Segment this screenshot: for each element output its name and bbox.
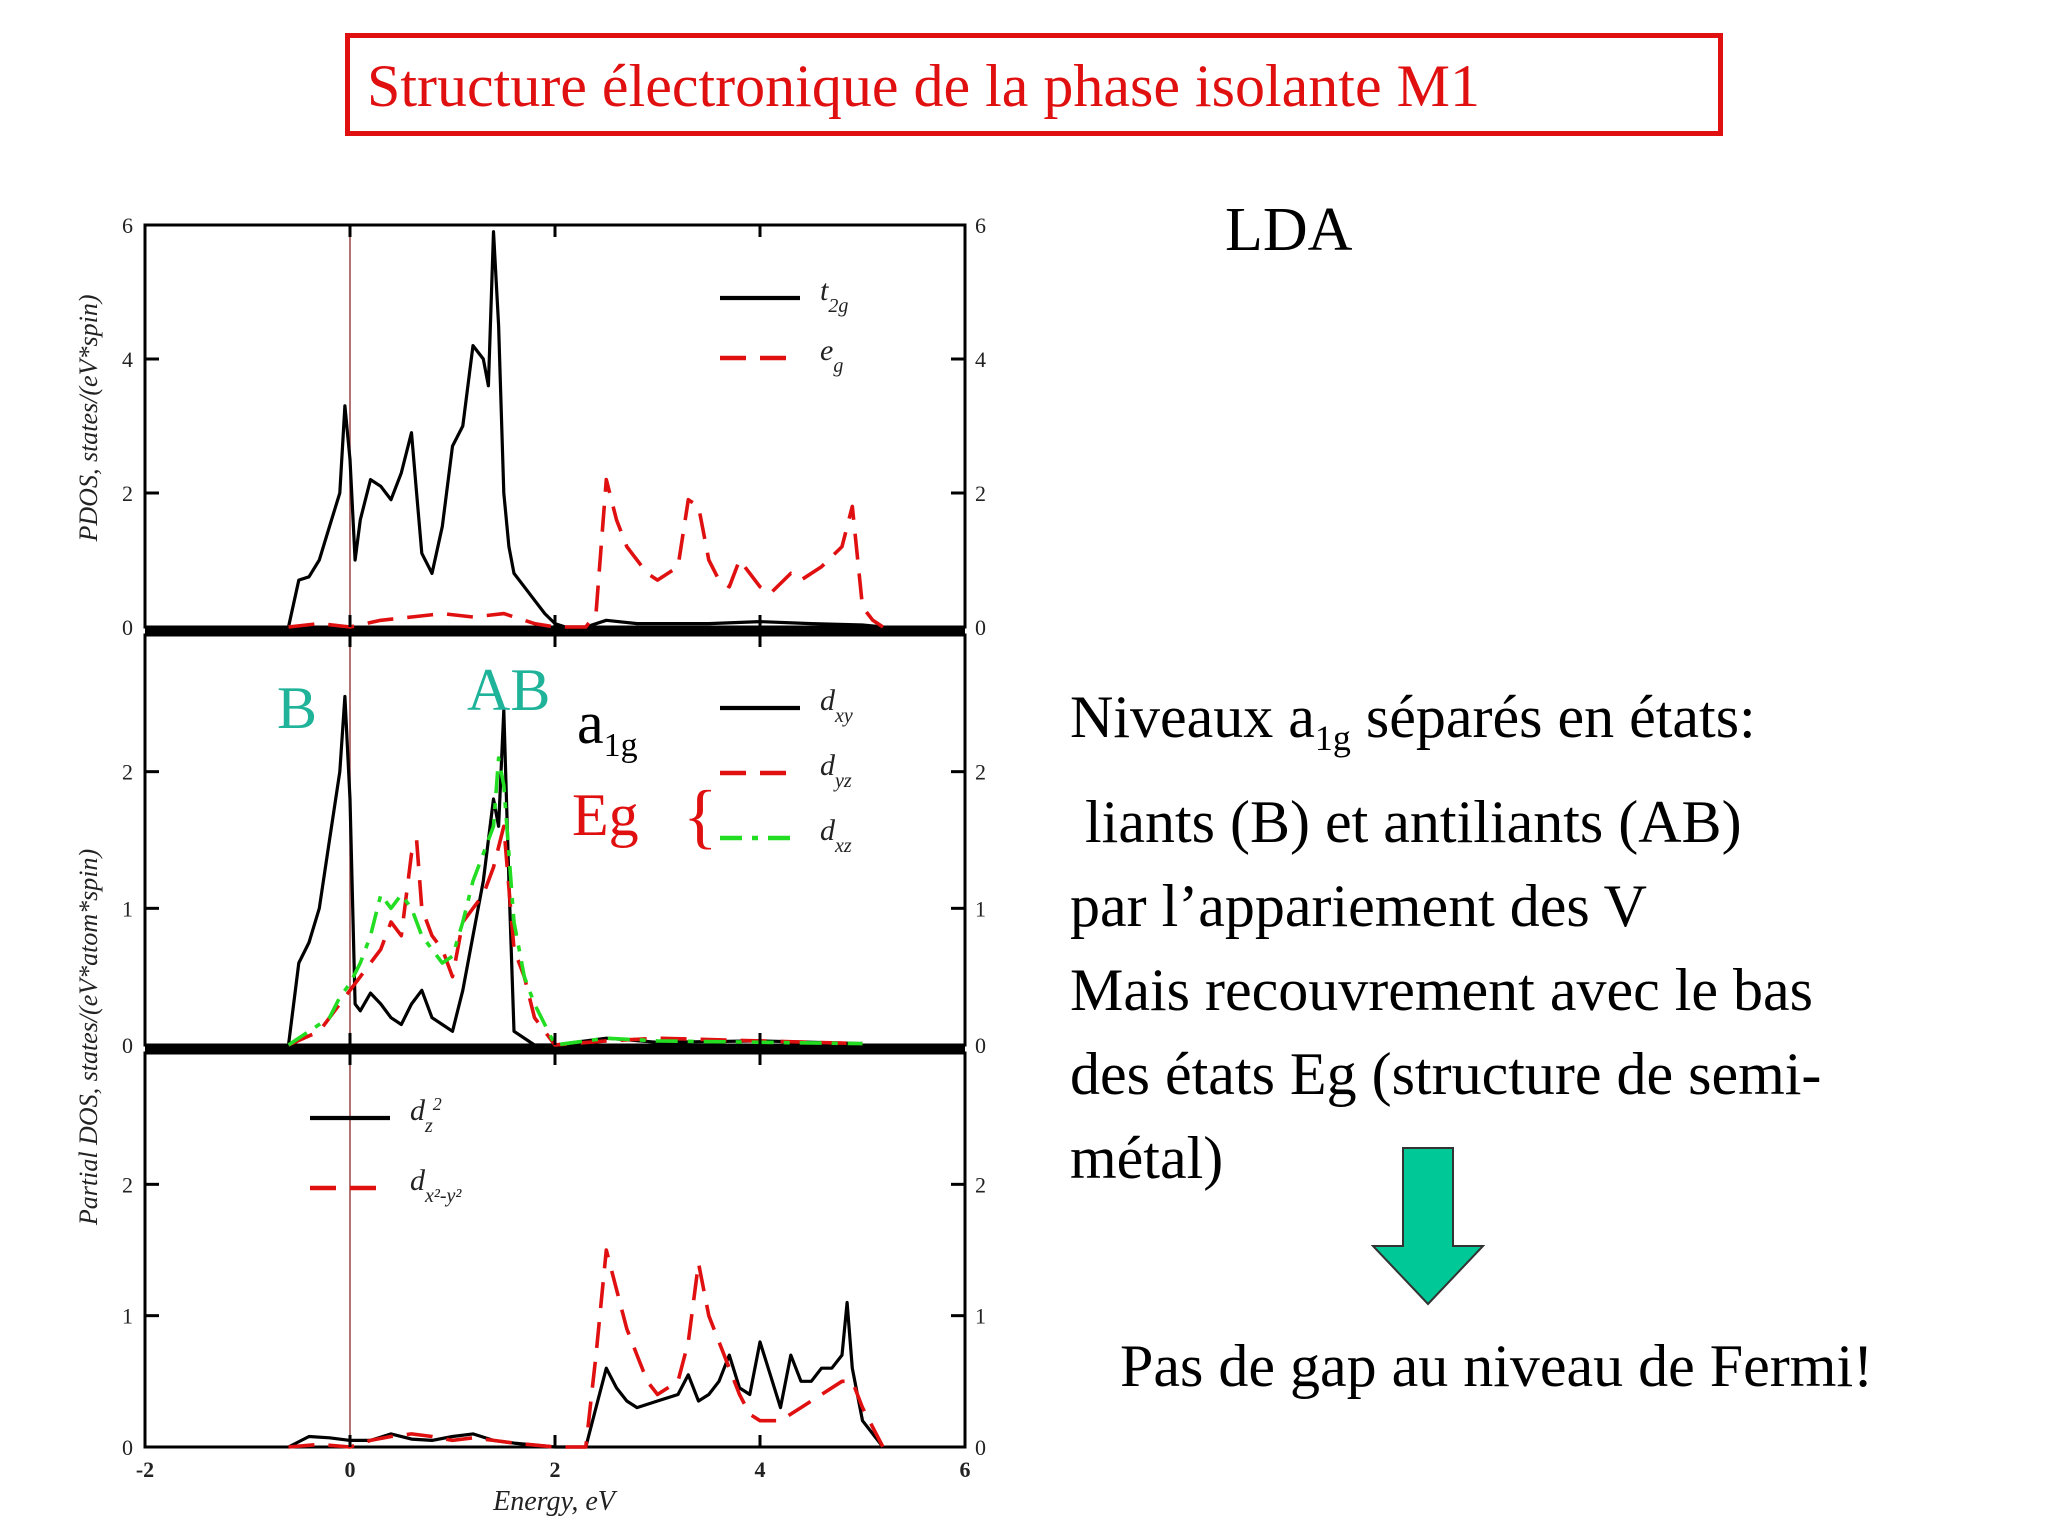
- desc-line-1: Niveaux a1g séparés en états:: [1070, 675, 1821, 780]
- y-tick-label-right: 6: [975, 213, 986, 238]
- legend-label-dyz: dyz: [820, 749, 852, 792]
- y-tick-label: 0: [122, 1033, 133, 1058]
- y-tick-label: 2: [122, 760, 133, 785]
- x-tick-label: 0: [345, 1457, 356, 1482]
- legend-label-dxy: dxy: [820, 684, 853, 727]
- y-tick-label-right: 1: [975, 1304, 986, 1329]
- legend-label-t2g: t2g: [820, 274, 848, 317]
- slide-title: Structure électronique de la phase isola…: [367, 53, 1480, 119]
- series-line-dz2: [287, 1300, 885, 1449]
- x-axis-label: Energy, eV: [492, 1486, 618, 1517]
- desc-line-3: par l’appariement des V: [1070, 873, 1648, 939]
- series-line-eg: [288, 477, 884, 629]
- desc-line-1-post: séparés en états:: [1350, 684, 1756, 750]
- y-tick-label-right: 2: [975, 1172, 986, 1197]
- antibonding-label: AB: [467, 657, 551, 723]
- description-text: Niveaux a1g séparés en états: liants (B)…: [1070, 675, 1821, 1200]
- panel-frame-bottom: [143, 1051, 967, 1449]
- y-tick-label-right: 0: [975, 615, 986, 640]
- legend-label-dx2-y2: dx²-y²: [410, 1164, 462, 1207]
- y-tick-label-right: 1: [975, 896, 986, 921]
- y-tick-label-right: 4: [975, 347, 986, 372]
- conclusion-text: Pas de gap au niveau de Fermi!: [1120, 1333, 1874, 1399]
- desc-line-2: liants (B) et antiliants (AB): [1070, 789, 1742, 855]
- y-axis-label-partial: Partial DOS, states/(eV*atom*spin): [74, 849, 103, 1226]
- x-tick-label: -2: [136, 1457, 154, 1482]
- x-tick-label: 4: [755, 1457, 766, 1482]
- series-line-dxy: [286, 694, 863, 1047]
- a1g-main: a: [577, 690, 604, 756]
- desc-line-6: métal): [1070, 1125, 1224, 1191]
- y-tick-label: 6: [122, 213, 133, 238]
- legend-label-dxz: dxz: [820, 814, 852, 857]
- method-label: LDA: [1225, 196, 1353, 264]
- x-tick-label: 2: [550, 1457, 561, 1482]
- y-tick-label-right: 0: [975, 1033, 986, 1058]
- y-tick-label-right: 2: [975, 760, 986, 785]
- y-tick-label: 4: [122, 347, 133, 372]
- eg-brace: {: [683, 776, 718, 856]
- y-tick-label: 2: [122, 1172, 133, 1197]
- desc-line-1-pre: Niveaux a: [1070, 684, 1315, 750]
- desc-line-1-sub: 1g: [1314, 718, 1351, 758]
- series-line-t2g: [286, 230, 884, 629]
- down-arrow-icon: [1370, 1147, 1486, 1306]
- desc-line-4: Mais recouvrement avec le bas: [1070, 957, 1813, 1023]
- panel-frame-top: [143, 223, 967, 629]
- series-line-dxz: [287, 756, 863, 1047]
- y-tick-label: 0: [122, 1435, 133, 1460]
- y-axis-label-top: PDOS, states/(eV*spin): [74, 295, 103, 543]
- y-tick-label: 1: [122, 896, 133, 921]
- legend-label-eg: eg: [820, 334, 843, 377]
- y-tick-label: 1: [122, 1304, 133, 1329]
- y-tick-label-right: 0: [975, 1435, 986, 1460]
- y-tick-label-right: 2: [975, 481, 986, 506]
- eg-label: Eg: [572, 782, 639, 848]
- x-tick-label: 6: [960, 1457, 971, 1482]
- desc-line-5: des états Eg (structure de semi-: [1070, 1041, 1822, 1107]
- a1g-label: a1g: [577, 693, 638, 763]
- series-line-dx2-y2: [288, 1248, 885, 1449]
- y-tick-label: 0: [122, 615, 133, 640]
- bonding-label: B: [277, 675, 318, 741]
- title-box: Structure électronique de la phase isola…: [345, 33, 1723, 136]
- a1g-sub: 1g: [603, 727, 638, 764]
- series-line-dyz: [287, 824, 863, 1047]
- y-tick-label: 2: [122, 481, 133, 506]
- legend-label-dz2: dz2: [410, 1094, 442, 1137]
